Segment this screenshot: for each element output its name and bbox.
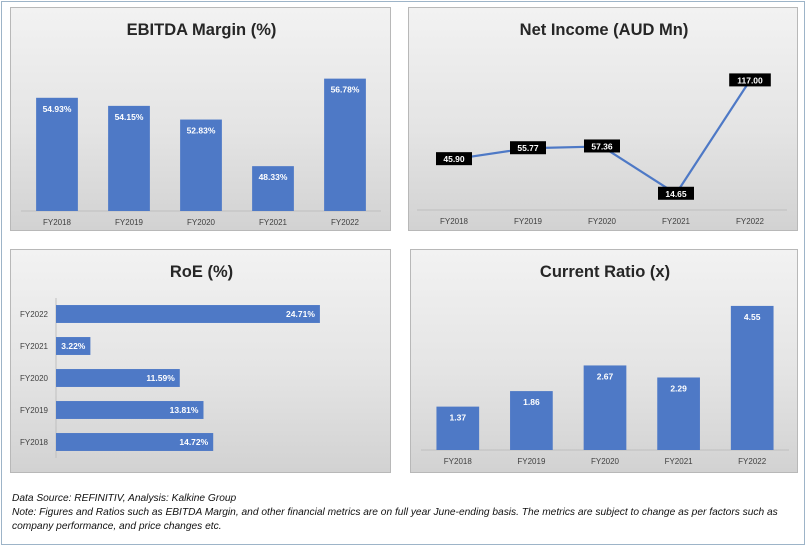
data-label: 4.55 xyxy=(744,312,761,322)
data-label-background xyxy=(436,152,472,166)
x-tick-label: FY2019 xyxy=(115,218,144,227)
x-tick-label: FY2021 xyxy=(259,218,288,227)
bar-fy2021 xyxy=(657,377,700,450)
y-tick-label: FY2020 xyxy=(20,374,49,383)
data-label: 57.36 xyxy=(591,141,613,151)
data-label-box: 55.77 xyxy=(510,141,546,155)
bar-fy2018 xyxy=(436,406,480,450)
data-label: 2.67 xyxy=(597,371,614,381)
x-tick-label: FY2018 xyxy=(43,218,72,227)
data-label-background xyxy=(658,186,694,200)
note-text: Note: Figures and Ratios such as EBITDA … xyxy=(12,507,778,532)
x-tick-label: FY2018 xyxy=(440,217,469,226)
ebitda-margin-chart: EBITDA Margin (%) 54.93% FY2018 54.15% FY201… xyxy=(10,7,391,231)
bar-fy2022 xyxy=(324,78,366,211)
bar-fy2021 xyxy=(56,337,91,355)
data-label: 55.77 xyxy=(517,143,539,153)
series-line xyxy=(453,79,751,195)
footnote: Data Source: REFINITIV, Analysis: Kalkin… xyxy=(12,492,798,534)
data-source-text: Data Source: REFINITIV, Analysis: Kalkin… xyxy=(12,493,237,504)
bar-fy2022 xyxy=(56,305,320,323)
roe-chart: RoE (%) 24.71% FY2022 3.22% FY2021 11.59% FY20… xyxy=(10,249,391,473)
data-label: 24.71% xyxy=(286,309,315,319)
y-tick-label: FY2018 xyxy=(20,438,49,447)
data-label: 1.86 xyxy=(523,397,540,407)
current-ratio-chart: Current Ratio (x) 1.37 FY2018 1.86 FY2019 2.6… xyxy=(410,249,798,473)
data-label-box: 45.90 xyxy=(436,152,472,166)
data-label: 11.59% xyxy=(146,373,175,383)
net-income-chart: Net Income (AUD Mn) 45.90 FY2018 55.77 FY201… xyxy=(408,7,798,231)
y-tick-label: FY2021 xyxy=(20,342,49,351)
data-label-box: 117.00 xyxy=(729,73,771,87)
data-label: 14.72% xyxy=(179,437,208,447)
y-tick-label: FY2022 xyxy=(20,310,49,319)
bar-fy2019 xyxy=(510,391,553,450)
bar-fy2018 xyxy=(56,433,214,451)
current-ratio-svg: Current Ratio (x) 1.37 FY2018 1.86 FY2019 2.6… xyxy=(421,263,789,466)
chart-title: EBITDA Margin (%) xyxy=(127,21,277,39)
bar-fy2019 xyxy=(56,401,204,419)
bar-fy2022 xyxy=(730,305,774,450)
y-tick-label: FY2019 xyxy=(20,406,49,415)
data-label-background xyxy=(584,139,620,153)
x-tick-label: FY2022 xyxy=(331,218,360,227)
x-tick-label: FY2020 xyxy=(187,218,216,227)
data-label-box: 14.65 xyxy=(658,186,694,200)
bar-fy2018 xyxy=(36,97,78,211)
data-label: 3.22% xyxy=(61,341,86,351)
x-tick-label: FY2022 xyxy=(736,217,765,226)
bar-fy2019 xyxy=(108,105,150,211)
data-label: 52.83% xyxy=(187,126,216,136)
x-tick-label: FY2020 xyxy=(591,457,620,466)
bar-fy2020 xyxy=(583,365,627,450)
chart-title: RoE (%) xyxy=(170,263,233,281)
x-tick-label: FY2022 xyxy=(738,457,767,466)
data-label: 56.78% xyxy=(331,85,360,95)
x-tick-label: FY2021 xyxy=(665,457,694,466)
x-tick-label: FY2019 xyxy=(517,457,546,466)
bar-fy2021 xyxy=(252,166,294,211)
data-label: 14.65 xyxy=(665,189,687,199)
data-label: 1.37 xyxy=(450,413,467,423)
x-tick-label: FY2018 xyxy=(444,457,473,466)
data-label: 13.81% xyxy=(170,405,199,415)
x-tick-label: FY2021 xyxy=(662,217,691,226)
net-income-svg: Net Income (AUD Mn) 45.90 FY2018 55.77 FY201… xyxy=(417,21,787,226)
ebitda-margin-svg: EBITDA Margin (%) 54.93% FY2018 54.15% FY201… xyxy=(21,21,381,227)
x-tick-label: FY2019 xyxy=(514,217,543,226)
x-tick-label: FY2020 xyxy=(588,217,617,226)
data-label: 54.15% xyxy=(115,112,144,122)
roe-svg: RoE (%) 24.71% FY2022 3.22% FY2021 11.59% FY20… xyxy=(20,263,320,458)
bar-fy2020 xyxy=(56,369,180,387)
data-label: 117.00 xyxy=(737,75,763,85)
chart-title: Current Ratio (x) xyxy=(540,263,670,281)
data-label: 45.90 xyxy=(443,154,465,164)
data-label: 54.93% xyxy=(43,104,72,114)
data-label-box: 57.36 xyxy=(584,139,620,153)
data-label-background xyxy=(510,141,546,155)
chart-title: Net Income (AUD Mn) xyxy=(520,21,689,39)
data-label-background xyxy=(729,73,771,87)
bar-fy2020 xyxy=(180,119,222,211)
data-label: 48.33% xyxy=(259,172,288,182)
data-label: 2.29 xyxy=(670,383,687,393)
